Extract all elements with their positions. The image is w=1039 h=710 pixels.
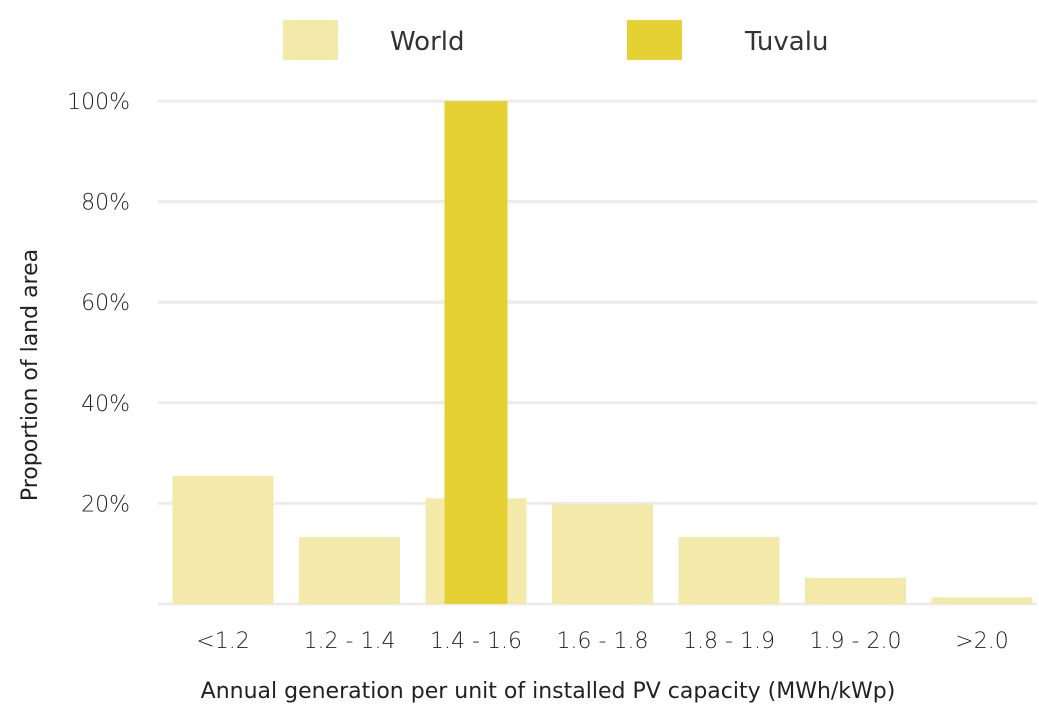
y-tick-labels: 20% 40% 60% 80% 100% bbox=[67, 90, 130, 517]
bar-world bbox=[931, 597, 1033, 604]
bar-world bbox=[805, 577, 906, 604]
x-tick-label: 1.4 - 1.6 bbox=[430, 629, 522, 654]
bars-tuvalu bbox=[444, 101, 508, 604]
y-tick-label: 40% bbox=[81, 392, 130, 417]
legend-label-world: World bbox=[390, 27, 465, 57]
bar-tuvalu bbox=[444, 101, 508, 604]
y-axis-title: Proportion of land area bbox=[18, 249, 43, 501]
bar-world bbox=[678, 537, 780, 604]
x-axis-title: Annual generation per unit of installed … bbox=[201, 679, 896, 704]
y-tick-label: 60% bbox=[81, 291, 130, 316]
x-tick-label: 1.2 - 1.4 bbox=[304, 629, 396, 654]
x-tick-labels: <1.2 1.2 - 1.4 1.4 - 1.6 1.6 - 1.8 1.8 - 1.9… bbox=[196, 629, 1008, 654]
y-tick-label: 100% bbox=[67, 90, 130, 115]
x-tick-label: 1.8 - 1.9 bbox=[683, 629, 775, 654]
bar-world bbox=[172, 475, 274, 604]
legend-swatch-tuvalu bbox=[627, 20, 682, 60]
bars-world bbox=[172, 475, 1033, 604]
x-tick-label: >2.0 bbox=[955, 629, 1008, 654]
bar-world bbox=[552, 504, 653, 604]
legend-swatch-world bbox=[283, 20, 338, 60]
bar-world bbox=[299, 537, 400, 604]
x-tick-label: 1.6 - 1.8 bbox=[557, 629, 649, 654]
legend-label-tuvalu: Tuvalu bbox=[744, 27, 828, 57]
y-tick-label: 20% bbox=[81, 492, 130, 517]
x-tick-label: 1.9 - 2.0 bbox=[810, 629, 902, 654]
legend: World Tuvalu bbox=[283, 20, 828, 60]
x-tick-label: <1.2 bbox=[196, 629, 249, 654]
y-tick-label: 80% bbox=[81, 191, 130, 216]
